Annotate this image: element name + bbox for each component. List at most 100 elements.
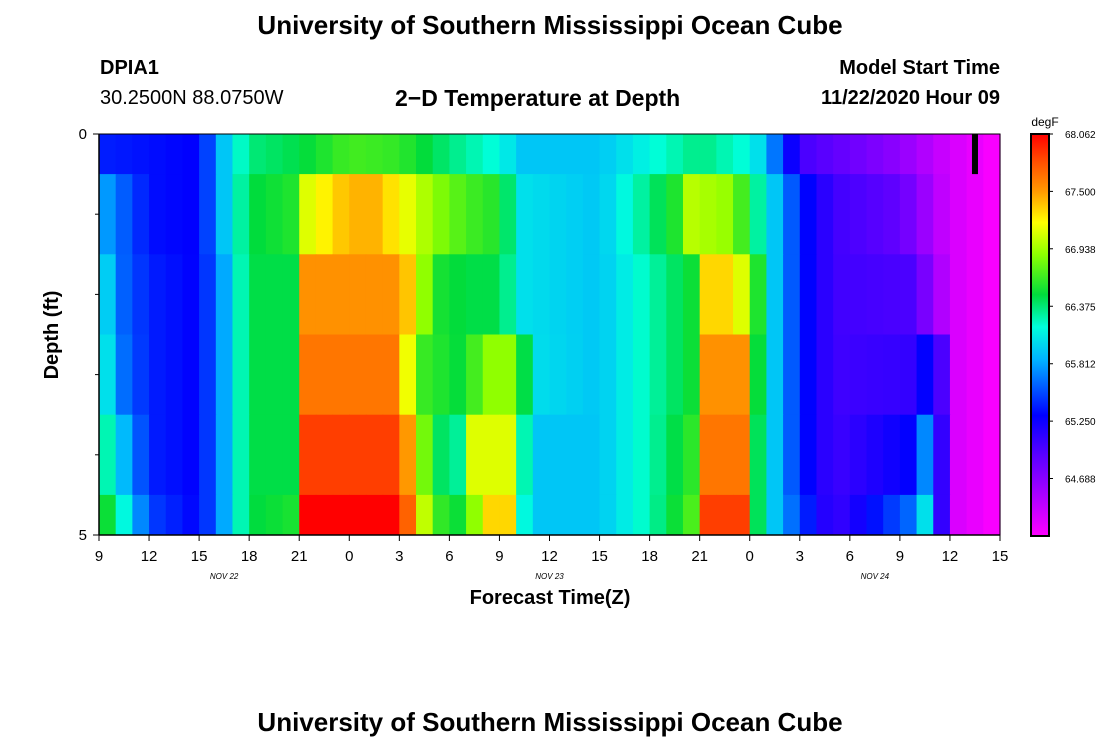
heatmap-cell (549, 494, 567, 536)
heatmap-cell (649, 174, 667, 255)
heatmap-cell (382, 414, 400, 496)
heatmap-cell (983, 414, 1001, 496)
heatmap-cell (783, 254, 801, 335)
heatmap-cell (949, 494, 968, 536)
heatmap-cell (516, 134, 534, 175)
heatmap-cell (416, 254, 434, 335)
heatmap-cell (699, 174, 717, 255)
heatmap-cell (699, 134, 717, 175)
heatmap-cell (382, 134, 400, 175)
heatmap-cell (849, 134, 868, 175)
heatmap-cell (399, 334, 417, 416)
heatmap-cell (966, 414, 984, 496)
heatmap-cell (315, 254, 334, 335)
colorbar-ticks: 68.062 67.500 66.938 66.375 65.812 65.250 64.6… (1049, 130, 1096, 486)
heatmap-cell (282, 254, 300, 335)
heatmap-cell (716, 494, 734, 536)
heatmap-cell (816, 174, 834, 255)
heatmap-cell (799, 134, 818, 175)
x-tick-label: 18 (241, 548, 258, 565)
current-time-marker (971, 134, 978, 175)
heatmap-cell (599, 254, 617, 335)
heatmap-cell (349, 174, 367, 255)
heatmap-cell (766, 414, 784, 496)
heatmap-cell (282, 334, 300, 416)
heatmap-cell (332, 134, 350, 175)
heatmap-cell (115, 254, 133, 335)
heatmap-cell (582, 134, 601, 175)
heatmap-cell (933, 334, 951, 416)
heatmap-cell (966, 334, 984, 416)
heatmap-cell (165, 334, 184, 416)
date-label: NOV 23 (535, 572, 564, 581)
heatmap-cell (315, 414, 334, 496)
colorbar-tick-label: 66.938 (1065, 245, 1096, 256)
x-tick-label: 9 (495, 548, 503, 565)
heatmap-cell (749, 134, 768, 175)
heatmap-cell (516, 494, 534, 536)
heatmap-cell (499, 254, 517, 335)
heatmap-cell (349, 414, 367, 496)
colorbar-tick-label: 66.375 (1065, 302, 1096, 313)
heatmap-cell (466, 494, 484, 536)
heatmap-cell (282, 174, 300, 255)
heatmap-cell (449, 174, 467, 255)
heatmap-cell (282, 134, 300, 175)
heatmap-cell (899, 134, 918, 175)
heatmap-cell (949, 414, 968, 496)
colorbar-tick-label: 65.250 (1065, 417, 1096, 428)
heatmap-cell (232, 134, 250, 175)
heatmap-cell (349, 254, 367, 335)
heatmap-cell (182, 334, 200, 416)
heatmap-cell (199, 494, 217, 536)
heatmap-cell (165, 134, 184, 175)
heatmap-cell (766, 334, 784, 416)
heatmap-cell (265, 174, 284, 255)
heatmap-cell (432, 174, 450, 255)
heatmap-cell (582, 494, 601, 536)
heatmap-cell (649, 134, 667, 175)
x-tick-label: 15 (191, 548, 208, 565)
heatmap-cell (365, 174, 384, 255)
heatmap-cell (816, 254, 834, 335)
heatmap-cell (182, 134, 200, 175)
heatmap-cell (215, 414, 234, 496)
heatmap-cell (833, 494, 851, 536)
heatmap-cell (349, 494, 367, 536)
heatmap-cell (733, 414, 751, 496)
heatmap-cell (733, 494, 751, 536)
heatmap-cell (499, 174, 517, 255)
page-title-bottom: University of Southern Mississippi Ocean… (257, 707, 843, 737)
heatmap-cell (282, 494, 300, 536)
heatmap-cell (382, 254, 400, 335)
heatmap-cell (616, 134, 634, 175)
heatmap-cell (816, 494, 834, 536)
x-tick-label: 15 (591, 548, 608, 565)
heatmap-cell (666, 334, 684, 416)
heatmap-cell (149, 134, 167, 175)
heatmap-cell (199, 254, 217, 335)
colorbar-tick-label: 65.812 (1065, 360, 1096, 371)
x-tick-label: 6 (846, 548, 854, 565)
heatmap-cell (899, 334, 918, 416)
heatmap-cell (332, 334, 350, 416)
heatmap-cell (933, 174, 951, 255)
heatmap-cell (249, 254, 267, 335)
heatmap-cell (315, 334, 334, 416)
heatmap-cell (265, 254, 284, 335)
heatmap-cell (132, 134, 150, 175)
heatmap-cell (532, 334, 551, 416)
heatmap-cell (682, 134, 701, 175)
heatmap-cell (416, 174, 434, 255)
heatmap-cell (99, 414, 117, 496)
heatmap-cell (983, 134, 1001, 175)
heatmap-cell (582, 334, 601, 416)
heatmap-cell (349, 134, 367, 175)
heatmap-cell (282, 414, 300, 496)
heatmap-cell (466, 334, 484, 416)
heatmap-cell (149, 414, 167, 496)
heatmap-cell (682, 414, 701, 496)
heatmap-cell (549, 334, 567, 416)
heatmap-cell (866, 414, 884, 496)
heatmap-cell (883, 414, 901, 496)
